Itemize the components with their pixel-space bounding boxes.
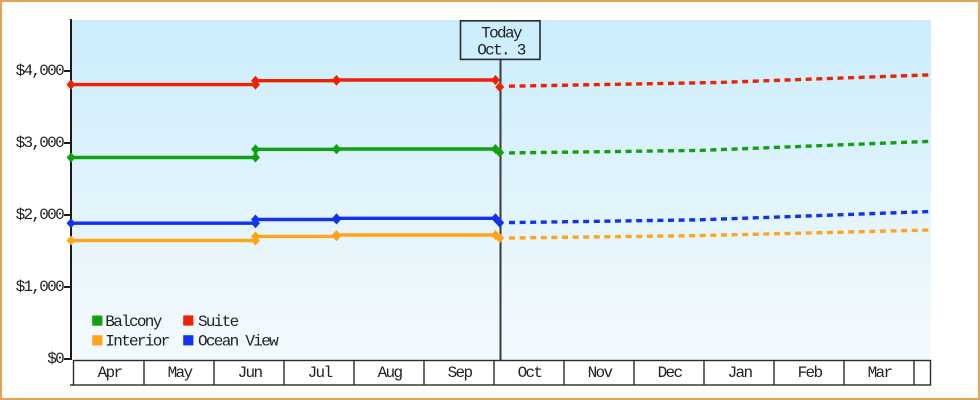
- svg-text:Aug: Aug: [378, 364, 403, 382]
- svg-text:Mar: Mar: [868, 364, 893, 382]
- svg-text:Oct. 3: Oct. 3: [477, 42, 526, 60]
- svg-text:Ocean View: Ocean View: [198, 333, 279, 351]
- svg-text:Suite: Suite: [198, 313, 239, 331]
- svg-text:May: May: [168, 364, 194, 382]
- svg-text:Nov: Nov: [588, 364, 614, 382]
- svg-text:Feb: Feb: [798, 364, 823, 382]
- svg-text:Interior: Interior: [105, 333, 169, 351]
- svg-text:Today: Today: [481, 25, 523, 43]
- svg-text:Sep: Sep: [448, 364, 473, 382]
- svg-text:Apr: Apr: [98, 364, 123, 382]
- svg-text:$4,000: $4,000: [16, 62, 65, 80]
- svg-text:$0: $0: [47, 350, 64, 368]
- svg-text:Oct: Oct: [518, 364, 542, 382]
- svg-text:Jan: Jan: [728, 364, 753, 382]
- svg-text:Balcony: Balcony: [105, 313, 162, 331]
- svg-text:$3,000: $3,000: [16, 134, 65, 152]
- svg-text:Jun: Jun: [238, 364, 263, 382]
- svg-text:$2,000: $2,000: [16, 206, 65, 224]
- svg-text:$1,000: $1,000: [16, 278, 65, 296]
- svg-text:Jul: Jul: [308, 364, 333, 382]
- svg-text:Dec: Dec: [658, 364, 683, 382]
